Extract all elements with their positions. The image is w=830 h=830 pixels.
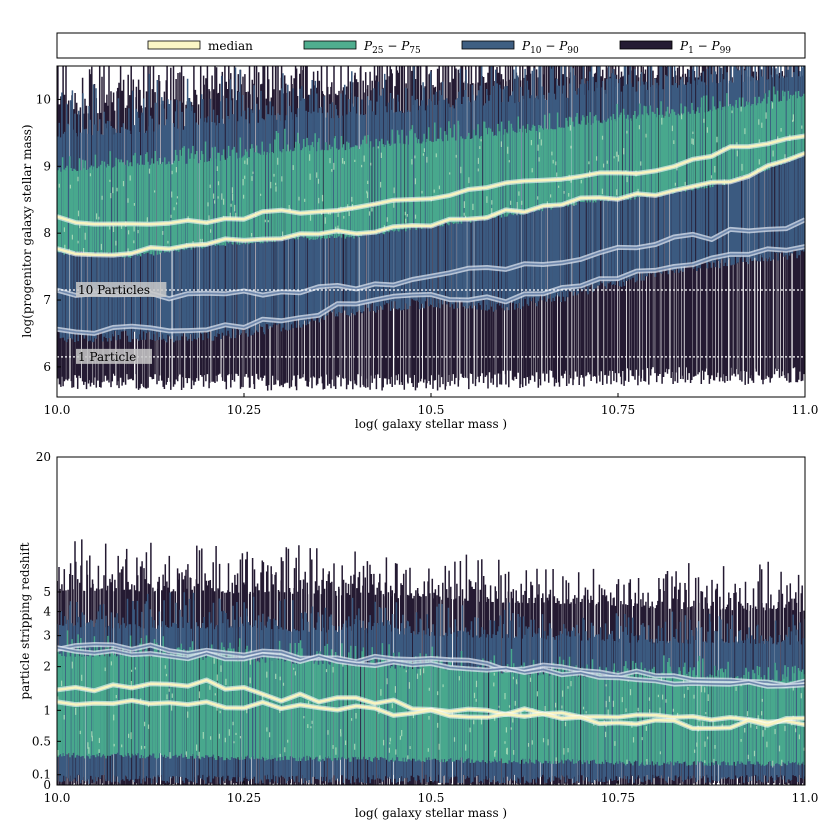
legend-swatch-median bbox=[147, 40, 201, 50]
bottom-p10-line-1 bbox=[57, 642, 805, 688]
top-ytick-label-0: 6 bbox=[43, 360, 51, 374]
bottom-ytick-label-1: 0.1 bbox=[32, 768, 51, 782]
legend-entry-p1-p99: P1 − P99 bbox=[619, 39, 731, 56]
legend-label-p25-sep: − P bbox=[384, 39, 411, 53]
top-p10-line-1 bbox=[57, 217, 805, 302]
legend-label-p10-base: P bbox=[521, 39, 531, 53]
top-median-line-1 bbox=[57, 133, 805, 227]
top-y-axis-label: log(progenitor galaxy stellar mass) bbox=[20, 124, 34, 337]
bottom-ytick-label-2: 0.5 bbox=[32, 734, 51, 748]
reference-label-bg-1 bbox=[76, 282, 167, 298]
reference-label-text-1: 10 Particles bbox=[78, 283, 150, 297]
bottom-x-ticks: 10.0 10.25 10.5 10.75 11.0 bbox=[44, 781, 819, 805]
legend-label-p25-base: P bbox=[363, 39, 373, 53]
bottom-xtick-label-4: 11.0 bbox=[792, 791, 819, 805]
legend-entry-p10-p90: P10 − P90 bbox=[461, 39, 579, 56]
bottom-p10-line-2-core bbox=[57, 646, 805, 688]
legend: median P25 − P75 P10 − P90 P1 − P99 bbox=[56, 32, 806, 59]
bottom-p10-line-2 bbox=[57, 645, 805, 689]
top-ytick-label-1: 7 bbox=[43, 293, 51, 307]
bottom-xtick-label-1: 10.25 bbox=[227, 791, 261, 805]
legend-label-p25-p75: P25 − P75 bbox=[363, 39, 421, 56]
reference-label-bg-2 bbox=[76, 348, 152, 364]
bottom-ytick-label-7: 5 bbox=[43, 585, 51, 599]
top-x-axis-label: log( galaxy stellar mass ) bbox=[355, 417, 507, 431]
top-plot-area bbox=[57, 66, 805, 391]
bottom-ytick-label-6: 4 bbox=[43, 605, 51, 619]
legend-label-p1-sep: − P bbox=[694, 39, 721, 53]
legend-swatch-p25-p75 bbox=[303, 40, 357, 50]
top-band-p25-p75 bbox=[57, 86, 805, 258]
legend-label-p10-p90: P10 − P90 bbox=[521, 39, 579, 56]
top-p10-line-2-core bbox=[57, 245, 805, 335]
bottom-median-line-2-core bbox=[57, 699, 805, 730]
top-xtick-label-0: 10.0 bbox=[44, 403, 71, 417]
legend-entry-p25-p75: P25 − P75 bbox=[303, 39, 421, 56]
bottom-ytick-label-0: 0 bbox=[43, 778, 51, 792]
bottom-ytick-label-4: 2 bbox=[43, 660, 51, 674]
top-reference-lines: 10 Particles 1 Particle bbox=[57, 282, 805, 364]
top-median-line-2 bbox=[57, 150, 805, 258]
bottom-panel: 10.0 10.25 10.5 10.75 11.0 00.1 0.5 1 2 3 4 5 20 lo… bbox=[18, 450, 818, 820]
legend-swatch-p1-p99 bbox=[619, 40, 673, 50]
bottom-plot-area bbox=[57, 539, 805, 785]
bottom-x-axis-label: log( galaxy stellar mass ) bbox=[355, 806, 507, 820]
legend-label-p10-sub: 10 bbox=[530, 46, 542, 56]
top-median-line-1-core bbox=[57, 134, 805, 226]
legend-label-p1-sub: 1 bbox=[688, 46, 694, 56]
bottom-ytick-label-3: 1 bbox=[43, 703, 51, 717]
top-p10-line-2 bbox=[57, 244, 805, 336]
legend-label-median: median bbox=[208, 39, 253, 53]
reference-label-1: 10 Particles bbox=[76, 282, 167, 298]
bottom-ytick-label-8: 20 bbox=[36, 450, 51, 464]
legend-label-p90-sub: 90 bbox=[567, 46, 579, 56]
bottom-median-line-2 bbox=[57, 698, 805, 731]
reference-label-2: 1 Particle bbox=[76, 348, 152, 364]
legend-swatch-p10-p90 bbox=[461, 40, 515, 50]
legend-label-p75-sub: 75 bbox=[409, 46, 421, 56]
bottom-y-ticks: 00.1 0.5 1 2 3 4 5 20 bbox=[32, 450, 61, 792]
top-xtick-label-4: 11.0 bbox=[792, 403, 819, 417]
legend-label-p99-sub: 99 bbox=[720, 46, 732, 56]
legend-label-p1-p99: P1 − P99 bbox=[679, 39, 731, 56]
top-median-line-2-core bbox=[57, 152, 805, 257]
top-band-p25-p75-strokes bbox=[57, 86, 805, 258]
reference-label-text-2: 1 Particle bbox=[78, 350, 136, 364]
top-ytick-label-3: 9 bbox=[43, 159, 51, 173]
bottom-xtick-label-3: 10.75 bbox=[601, 791, 635, 805]
top-p10-line-1-core bbox=[57, 218, 805, 300]
bottom-y-axis-label: particle stripping redshift bbox=[18, 542, 32, 699]
top-x-ticks: 10.0 10.25 10.5 10.75 11.0 bbox=[44, 393, 819, 417]
top-ytick-label-2: 8 bbox=[43, 226, 51, 240]
bottom-ytick-label-5: 3 bbox=[43, 629, 51, 643]
top-xtick-label-3: 10.75 bbox=[601, 403, 635, 417]
top-y-ticks: 6 7 8 9 10 bbox=[36, 92, 61, 374]
top-ytick-label-4: 10 bbox=[36, 92, 51, 106]
legend-entry-median: median bbox=[147, 39, 253, 53]
bottom-xtick-label-2: 10.5 bbox=[418, 791, 445, 805]
top-xtick-label-1: 10.25 bbox=[227, 403, 261, 417]
legend-label-p25-sub: 25 bbox=[372, 46, 384, 56]
bottom-p10-line-1-core bbox=[57, 643, 805, 687]
top-xtick-label-2: 10.5 bbox=[418, 403, 445, 417]
legend-label-p1-base: P bbox=[679, 39, 689, 53]
bottom-xtick-label-0: 10.0 bbox=[44, 791, 71, 805]
legend-label-p10-sep: − P bbox=[542, 39, 569, 53]
top-panel: 10 Particles 1 Particle 10.0 10.25 10.5 10.7… bbox=[20, 65, 819, 431]
